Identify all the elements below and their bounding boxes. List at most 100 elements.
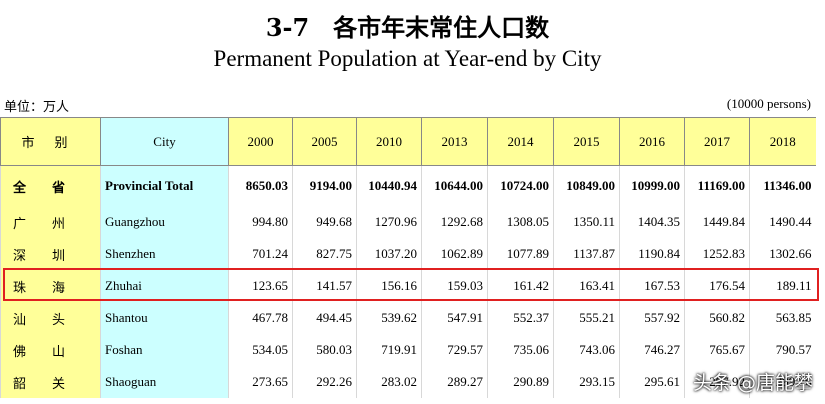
value-cell: 1308.05 [487, 206, 554, 238]
cn-name-cell: 广州 [0, 206, 101, 238]
unit-en: (10000 persons) [726, 96, 811, 111]
value-cell: 289.27 [421, 366, 488, 398]
cn-name-cell: 汕头 [0, 302, 101, 334]
value-cell: 2014 [487, 117, 554, 166]
unit-cn: 单位：万人 [4, 100, 70, 115]
value-cell: 176.54 [684, 270, 750, 302]
value-cell: 719.91 [356, 334, 422, 366]
value-cell: 1252.83 [684, 238, 750, 270]
city-cell: Shaoguan [100, 366, 229, 398]
city-cell: City [100, 117, 229, 166]
value-cell: 293.15 [553, 366, 620, 398]
city-cell: Shenzhen [100, 238, 229, 270]
value-cell: 1490.44 [749, 206, 816, 238]
value-cell: 163.41 [553, 270, 620, 302]
value-cell: 297.92 [684, 366, 750, 398]
value-cell: 534.05 [228, 334, 293, 366]
value-cell: 290.89 [487, 366, 554, 398]
subtitle: Permanent Population at Year-end by City [213, 46, 602, 71]
value-cell: 735.06 [487, 334, 554, 366]
value-cell: 994.80 [228, 206, 293, 238]
title: 3-7 各市年末常住人口数 [265, 13, 550, 42]
value-cell: 8650.03 [228, 165, 293, 206]
city-cell: Guangzhou [100, 206, 229, 238]
value-cell: 283.02 [356, 366, 422, 398]
table-row: 全省 Provincial Total 8650.03 9194.00 10440.94… [0, 165, 816, 206]
value-cell: 161.42 [487, 270, 554, 302]
value-cell: 123.65 [228, 270, 293, 302]
value-cell: 156.16 [356, 270, 422, 302]
city-cell: Shantou [100, 302, 229, 334]
value-cell: 1137.87 [553, 238, 620, 270]
value-cell: 2005 [292, 117, 357, 166]
cn-name-cell: 佛山 [0, 334, 101, 366]
population-table: 市别 City 2000 2005 2010 2013 2014 2015 2016 2017 20… [0, 117, 816, 398]
value-cell: 189.11 [749, 270, 816, 302]
value-cell: 1404.35 [619, 206, 685, 238]
value-cell: 1077.89 [487, 238, 554, 270]
value-cell: 292.26 [292, 366, 357, 398]
table-row: 广州 Guangzhou 994.80 949.68 1270.96 1292.68 130… [0, 206, 816, 238]
table-row: 韶关 Shaoguan 273.65 292.26 283.02 289.27 290.89… [0, 366, 816, 398]
value-cell: 746.27 [619, 334, 685, 366]
value-cell: 9194.00 [292, 165, 357, 206]
cn-name-cell: 市别 [0, 117, 101, 166]
value-cell: 949.68 [292, 206, 357, 238]
value-cell: 1190.84 [619, 238, 685, 270]
value-cell: 743.06 [553, 334, 620, 366]
value-cell: 547.91 [421, 302, 488, 334]
table-row: 珠海 Zhuhai 123.65 141.57 156.16 159.03 161.42 16… [0, 270, 816, 302]
value-cell: 827.75 [292, 238, 357, 270]
value-cell: 1449.84 [684, 206, 750, 238]
value-cell: 2016 [619, 117, 685, 166]
value-cell: 10849.00 [553, 165, 620, 206]
value-cell: 167.53 [619, 270, 685, 302]
value-cell: 295.61 [619, 366, 685, 398]
value-cell: 10999.00 [619, 165, 685, 206]
value-cell: 555.21 [553, 302, 620, 334]
cn-name-cell: 珠海 [0, 270, 101, 302]
value-cell: 10644.00 [421, 165, 488, 206]
value-cell: 1302.66 [749, 238, 816, 270]
cn-name-cell: 深圳 [0, 238, 101, 270]
value-cell: 552.37 [487, 302, 554, 334]
value-cell: 701.24 [228, 238, 293, 270]
header-row: 市别 City 2000 2005 2010 2013 2014 2015 2016 2017 20… [0, 117, 816, 166]
value-cell: 765.67 [684, 334, 750, 366]
value-cell: 1037.20 [356, 238, 422, 270]
highlight-box [3, 268, 819, 301]
value-cell: 729.57 [421, 334, 488, 366]
value-cell: 2013 [421, 117, 488, 166]
value-cell: 1292.68 [421, 206, 488, 238]
value-cell: 560.82 [684, 302, 750, 334]
value-cell: 790.57 [749, 334, 816, 366]
value-cell: 10440.94 [356, 165, 422, 206]
value-cell: 11346.00 [749, 165, 816, 206]
value-cell: 563.85 [749, 302, 816, 334]
value-cell: 1270.96 [356, 206, 422, 238]
table-row: 汕头 Shantou 467.78 494.45 539.62 547.91 552.37 5… [0, 302, 816, 334]
value-cell: 2015 [553, 117, 620, 166]
value-cell: 1062.89 [421, 238, 488, 270]
value-cell: 11169.00 [684, 165, 750, 206]
value-cell: 141.57 [292, 270, 357, 302]
value-cell: 159.03 [421, 270, 488, 302]
value-cell: 467.78 [228, 302, 293, 334]
value-cell: 10724.00 [487, 165, 554, 206]
value-cell: 2018 [749, 117, 816, 166]
value-cell: 494.45 [292, 302, 357, 334]
cn-name-cell: 韶关 [0, 366, 101, 398]
value-cell: 539.62 [356, 302, 422, 334]
watermark: 头条 @唐能攀 [692, 372, 813, 394]
city-cell: Foshan [100, 334, 229, 366]
value-cell: 580.03 [292, 334, 357, 366]
cn-name-cell: 全省 [0, 165, 101, 206]
value-cell: 2017 [684, 117, 750, 166]
table-row: 深圳 Shenzhen 701.24 827.75 1037.20 1062.89 1077… [0, 238, 816, 270]
value-cell: 299.76 [749, 366, 816, 398]
value-cell: 2010 [356, 117, 422, 166]
value-cell: 557.92 [619, 302, 685, 334]
table-row: 佛山 Foshan 534.05 580.03 719.91 729.57 735.06 74… [0, 334, 816, 366]
value-cell: 273.65 [228, 366, 293, 398]
